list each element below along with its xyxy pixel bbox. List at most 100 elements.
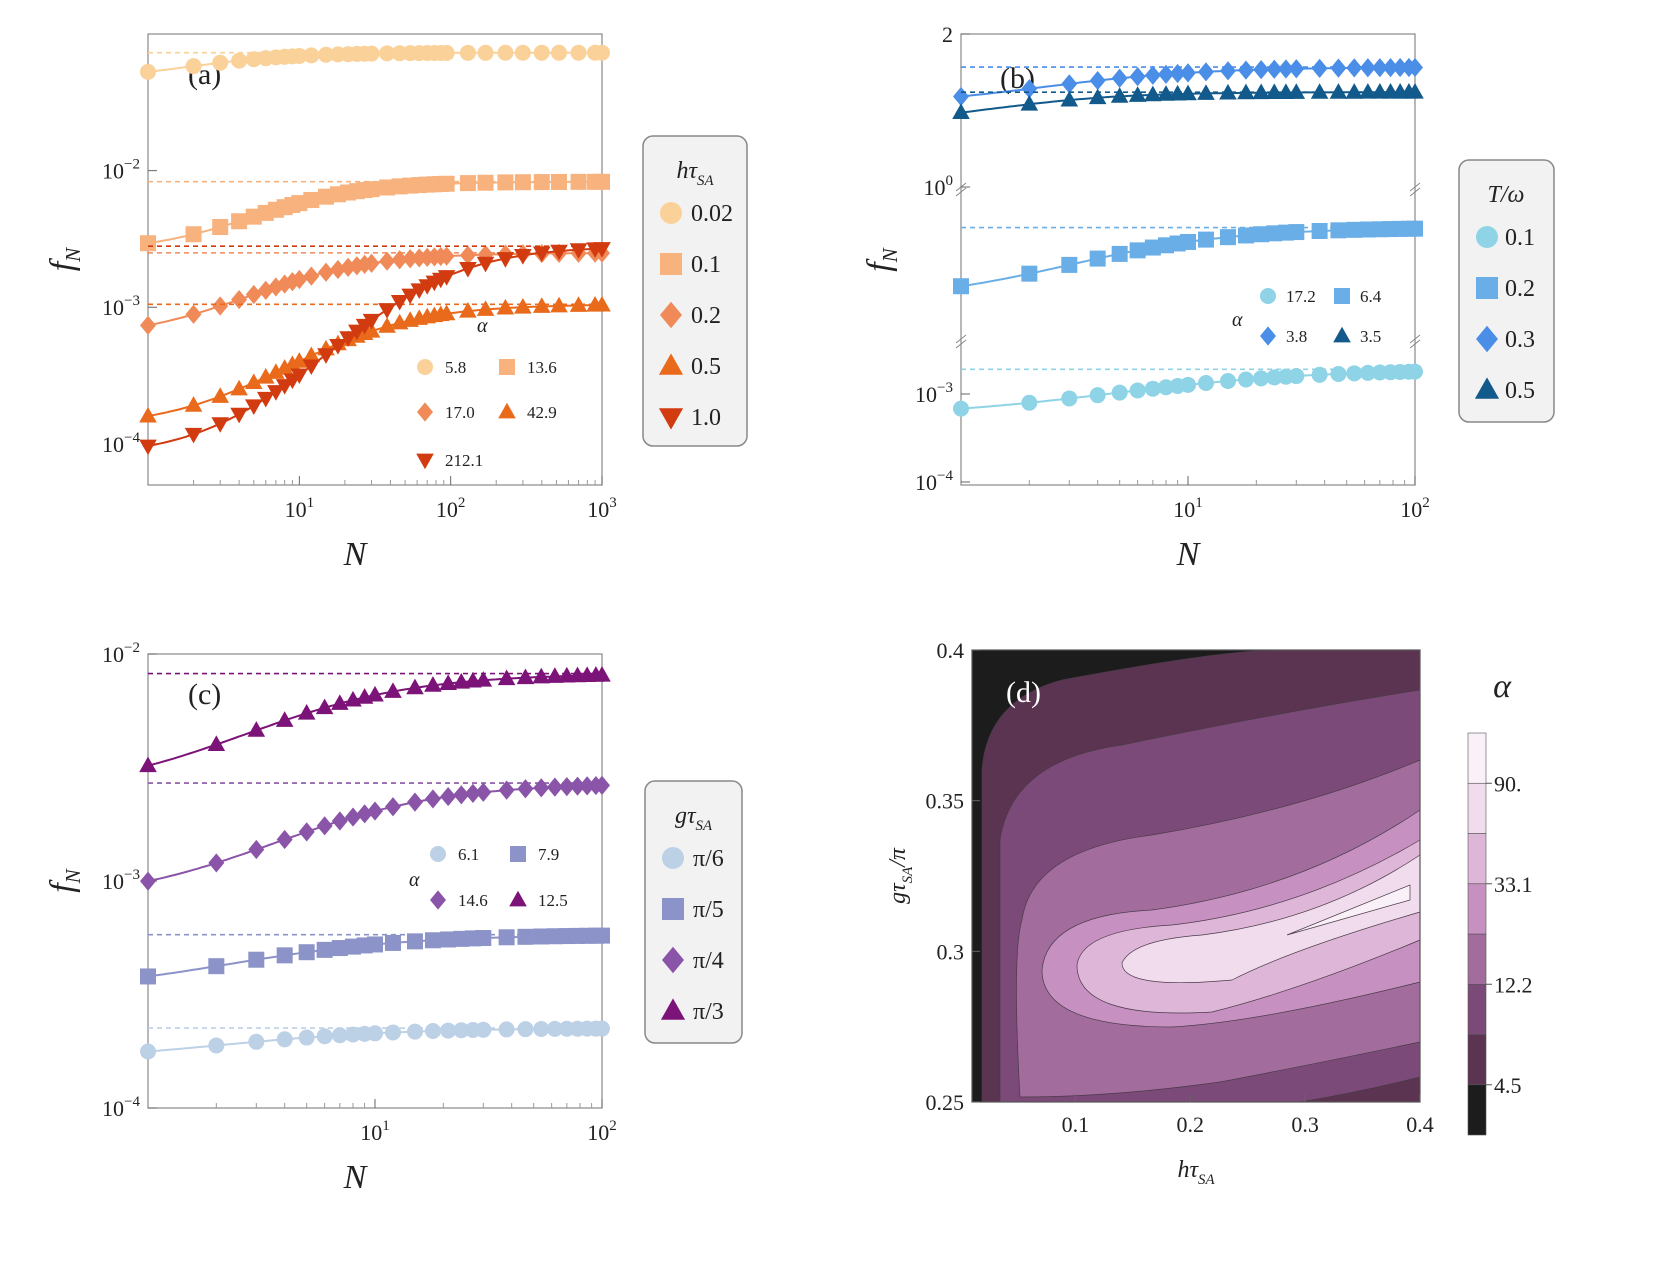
y-tick-label: 10−2 [102, 640, 140, 667]
data-point [1237, 83, 1255, 100]
legend-marker [658, 353, 684, 375]
x-tick-label: 101 [360, 1118, 390, 1145]
alpha-value: 7.9 [538, 845, 559, 864]
data-point [1021, 265, 1038, 282]
data-point [298, 822, 315, 842]
data-point [1407, 363, 1423, 380]
data-point [140, 235, 156, 252]
x-axis-label: N [1176, 536, 1202, 573]
data-point [303, 192, 320, 209]
data-point [211, 417, 230, 433]
data-point [140, 871, 156, 891]
data-point [1346, 221, 1363, 238]
data-point [331, 811, 348, 831]
data-point [231, 213, 248, 230]
data-point [1237, 227, 1254, 244]
data-point [569, 243, 588, 259]
data-point [497, 669, 516, 686]
data-point [406, 678, 424, 695]
data-point [1330, 365, 1347, 382]
legend-entry: π/6 [693, 846, 724, 872]
data-point [1288, 368, 1305, 385]
data-point [212, 54, 229, 71]
data-point [594, 173, 610, 190]
data-point [331, 694, 349, 710]
data-point [1382, 57, 1399, 78]
data-point [1021, 79, 1038, 99]
data-point [459, 245, 476, 265]
data-point [594, 44, 610, 61]
data-point [402, 249, 419, 269]
x-tick-label: 102 [587, 1118, 617, 1145]
data-point [1219, 229, 1236, 246]
data-point [291, 269, 308, 290]
data-point [533, 778, 550, 798]
data-point [267, 363, 285, 379]
legend-entry: 0.3 [1505, 327, 1535, 353]
series-π/5 [140, 927, 610, 985]
data-point [1392, 57, 1409, 78]
alpha-marker [510, 846, 526, 862]
data-point [533, 174, 550, 191]
data-point [339, 331, 357, 347]
data-point [363, 253, 380, 273]
legend-entry: 0.1 [691, 252, 721, 278]
y-tick-label: 10−4 [102, 1094, 140, 1121]
data-point [1129, 382, 1146, 399]
x-tick-label: 0.2 [1177, 1112, 1205, 1137]
y-tick-label: 10−3 [102, 867, 140, 894]
series-0.3 [953, 57, 1423, 107]
data-point [348, 256, 365, 276]
data-point [379, 179, 396, 196]
data-point [275, 711, 294, 727]
data-point [411, 248, 428, 268]
data-point [317, 46, 334, 63]
data-point [244, 373, 263, 390]
colorbar-cell [1467, 1034, 1487, 1086]
data-point [184, 396, 203, 412]
data-point [212, 296, 229, 316]
data-point [1311, 58, 1328, 78]
data-point [594, 927, 610, 944]
data-point [208, 1037, 225, 1054]
data-point [498, 929, 515, 946]
panel-c: 101 102 10−4 10−3 10−2 NfN (c) α 6.1 7.9 14.6 12.5 g… [44, 640, 743, 1196]
alpha-value: 17.0 [445, 403, 475, 422]
alpha-symbol: α [1232, 309, 1243, 331]
data-point [362, 322, 381, 338]
data-point [367, 936, 383, 953]
data-point [303, 47, 320, 64]
series-0.5 [952, 83, 1424, 119]
data-point [1144, 65, 1161, 85]
data-point [1266, 369, 1283, 386]
data-point [1111, 245, 1128, 262]
data-point [459, 301, 477, 318]
data-point [424, 932, 441, 949]
data-point [516, 668, 535, 685]
series-π/3 [139, 666, 611, 773]
colorbar-label: 33.1 [1494, 872, 1533, 897]
data-point [593, 242, 611, 258]
colorbar-cell [1467, 883, 1487, 935]
data-point [298, 944, 315, 961]
legend-entry: π/3 [693, 999, 724, 1025]
alpha-value: 13.6 [527, 358, 557, 377]
panel-label: (c) [188, 678, 221, 711]
data-point [248, 951, 265, 968]
data-point [1219, 61, 1236, 81]
data-point [477, 174, 494, 191]
data-point [569, 296, 588, 312]
data-point [363, 45, 380, 62]
x-tick-label: 102 [1400, 495, 1430, 522]
data-point [1061, 256, 1078, 273]
data-point [290, 368, 309, 385]
data-point [1266, 59, 1283, 79]
data-point [384, 1024, 401, 1041]
data-point [477, 44, 494, 61]
data-point [139, 406, 157, 423]
y-tick-label: 10−3 [915, 380, 953, 407]
legend-marker [660, 202, 682, 224]
data-point [438, 175, 455, 192]
data-point [391, 250, 408, 270]
alpha-marker [1260, 326, 1276, 346]
